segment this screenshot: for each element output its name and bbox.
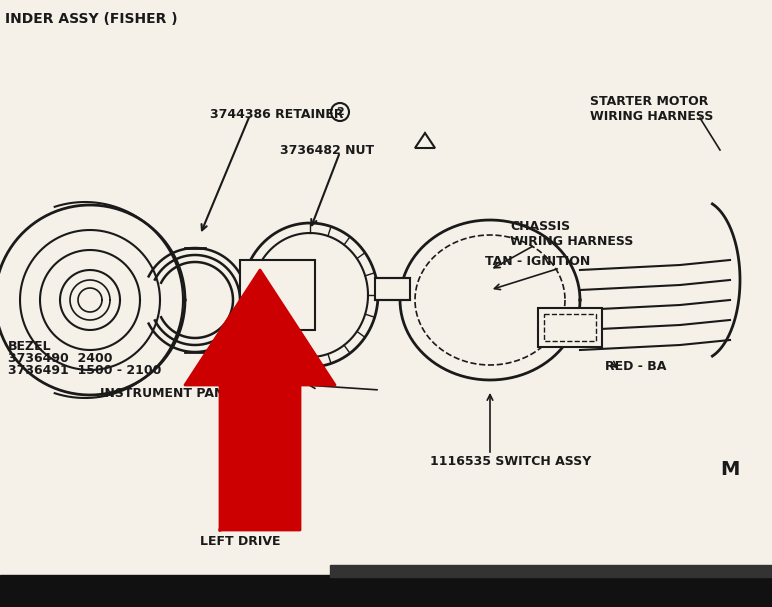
Bar xyxy=(330,565,772,577)
Bar xyxy=(375,278,410,300)
Polygon shape xyxy=(415,133,435,148)
Text: TAN - IGNITION: TAN - IGNITION xyxy=(485,255,591,268)
Text: RED - BA: RED - BA xyxy=(605,360,666,373)
Text: STARTER MOTOR
WIRING HARNESS: STARTER MOTOR WIRING HARNESS xyxy=(590,95,713,123)
Bar xyxy=(240,260,315,330)
Text: CHASSIS
WIRING HARNESS: CHASSIS WIRING HARNESS xyxy=(510,220,633,248)
Text: 3736490  2400: 3736490 2400 xyxy=(8,352,113,365)
Text: 3736491  1500 - 2100: 3736491 1500 - 2100 xyxy=(8,364,161,377)
Text: LEFT DRIVE: LEFT DRIVE xyxy=(200,535,280,548)
Text: 3736482 NUT: 3736482 NUT xyxy=(280,144,374,157)
Text: 3744386 RETAINER: 3744386 RETAINER xyxy=(210,108,344,121)
Polygon shape xyxy=(185,270,335,530)
Text: BEZEL: BEZEL xyxy=(8,340,52,353)
FancyBboxPatch shape xyxy=(544,314,596,341)
Text: INSTRUMENT PANEL: INSTRUMENT PANEL xyxy=(100,387,241,400)
Text: 1116535 SWITCH ASSY: 1116535 SWITCH ASSY xyxy=(430,455,591,468)
Text: !: ! xyxy=(423,140,427,149)
FancyBboxPatch shape xyxy=(538,308,602,347)
Text: 2: 2 xyxy=(336,107,344,117)
Bar xyxy=(0,575,772,607)
Text: INDER ASSY (FISHER ): INDER ASSY (FISHER ) xyxy=(5,12,178,26)
Text: M: M xyxy=(720,460,740,479)
